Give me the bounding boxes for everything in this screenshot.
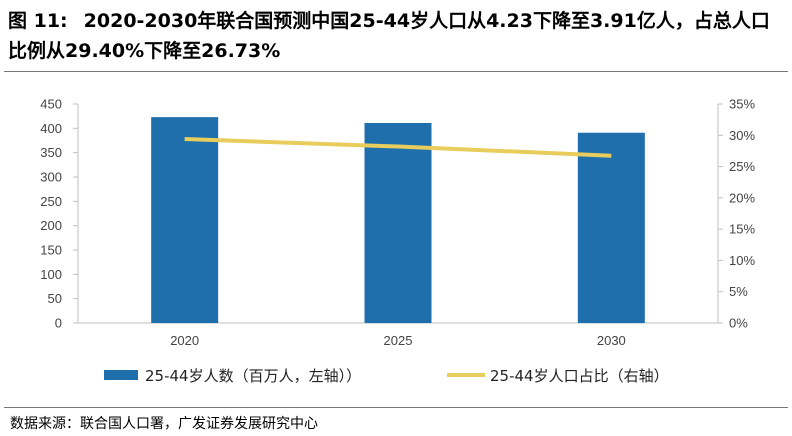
left-tick-label: 300 (40, 170, 62, 185)
right-tick-label: 20% (729, 190, 755, 205)
right-tick-label: 30% (729, 128, 755, 143)
figure-title: 图 11: 2020-2030年联合国预测中国25-44岁人口从4.23下降至3.… (8, 6, 786, 66)
right-tick-label: 10% (729, 253, 755, 268)
source-note: 数据来源：联合国人口署，广发证券发展研究中心 (10, 416, 318, 432)
chart-legend: 25-44岁人数（百万人，左轴）） 25-44岁人口占比（右轴） (104, 367, 669, 385)
bar-2025 (364, 122, 432, 323)
right-tick-label: 15% (729, 222, 755, 237)
bar-2030 (577, 132, 645, 323)
figure-title-text: 2020-2030年联合国预测中国25-44岁人口从4.23下降至3.91亿人，… (8, 10, 770, 62)
x-tick-label: 2030 (597, 333, 626, 348)
left-tick-label: 250 (40, 194, 62, 209)
right-tick-label: 35% (729, 97, 755, 112)
left-tick-label: 0 (55, 316, 62, 331)
legend-line-label: 25-44岁人口占比（右轴） (490, 367, 669, 385)
left-tick-label: 150 (40, 243, 62, 258)
left-tick-label: 350 (40, 145, 62, 160)
footer-divider (4, 407, 788, 408)
x-tick-label: 2025 (384, 333, 413, 348)
right-axis-labels: 0% 5% 10% 15% 20% 25% 30% 35% (729, 97, 755, 331)
line-series (184, 137, 612, 158)
legend-bar-swatch (104, 370, 138, 380)
right-tick-label: 0% (729, 316, 748, 331)
figure-label: 图 11: (8, 10, 68, 32)
bar-2020 (151, 117, 219, 323)
x-tick-label: 2020 (170, 333, 199, 348)
left-tick-label: 400 (40, 121, 62, 136)
right-tick-label: 25% (729, 159, 755, 174)
right-tick-label: 5% (729, 284, 748, 299)
x-axis-labels: 2020 2025 2030 (170, 333, 626, 348)
title-divider (4, 71, 788, 72)
legend-bar-label: 25-44岁人数（百万人，左轴）） (145, 367, 361, 385)
left-tick-label: 50 (48, 291, 62, 306)
left-tick-label: 100 (40, 267, 62, 282)
left-axis-labels: 0 50 100 150 200 250 300 350 400 450 (40, 97, 62, 331)
bar-series (151, 117, 645, 323)
left-tick-label: 450 (40, 97, 62, 112)
left-tick-label: 200 (40, 218, 62, 233)
